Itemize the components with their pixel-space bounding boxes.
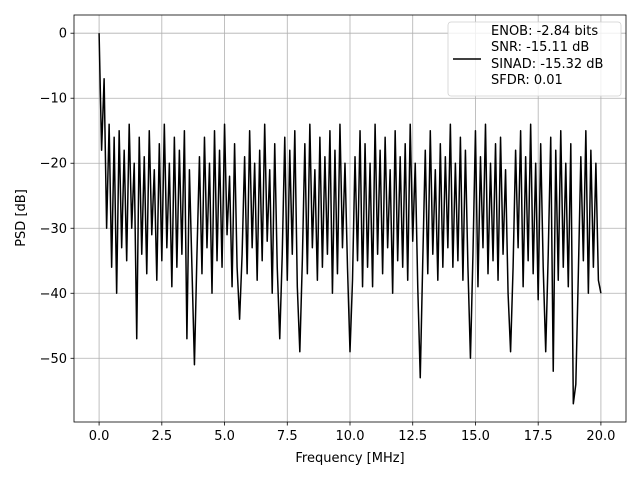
grid	[74, 15, 626, 422]
y-tick-label: −30	[40, 222, 67, 237]
x-tick-label: 7.5	[277, 429, 298, 444]
x-tick-label: 5.0	[214, 429, 235, 444]
legend-label: ENOB: -2.84 bits SNR: -15.11 dB SINAD: -…	[491, 24, 604, 89]
y-tick-label: −20	[40, 157, 67, 172]
y-tick-label: −40	[40, 287, 67, 302]
y-tick-label: −10	[40, 92, 67, 107]
x-axis-label: Frequency [MHz]	[295, 451, 404, 466]
x-tick-label: 0.0	[89, 429, 110, 444]
x-tick-label: 15.0	[461, 429, 490, 444]
y-axis-label: PSD [dB]	[14, 189, 29, 247]
x-tick-label: 20.0	[586, 429, 615, 444]
y-tick-label: −50	[40, 352, 67, 367]
legend-box	[447, 21, 622, 97]
x-tick-label: 17.5	[524, 429, 553, 444]
data-line	[98, 33, 602, 405]
x-tick-label: 12.5	[398, 429, 427, 444]
y-tick-label: 0	[59, 27, 67, 42]
x-tick-label: 2.5	[151, 429, 172, 444]
x-tick-label: 10.0	[336, 429, 365, 444]
axes-frame	[73, 14, 627, 423]
